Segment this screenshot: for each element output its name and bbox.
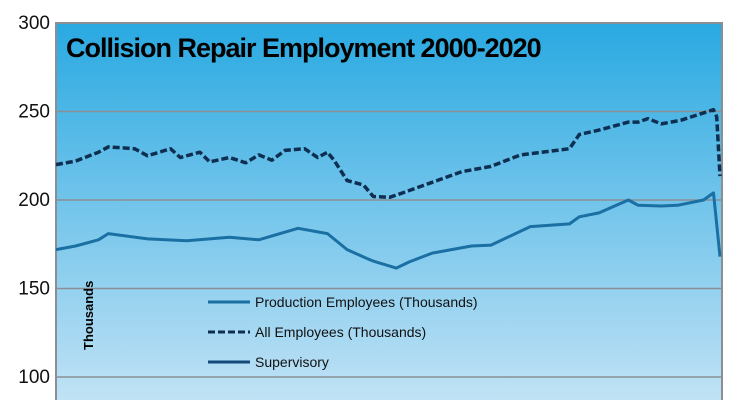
y-axis-label: Thousands [81,281,96,350]
series-line-0 [55,191,722,270]
y-tick-label: 300 [18,13,50,34]
legend-label-1: All Employees (Thousands) [255,324,426,340]
legend-label-0: Production Employees (Thousands) [255,294,478,310]
y-tick-label: 100 [18,367,50,388]
plot-area [55,22,723,400]
legend-label-2: Supervisory [255,354,329,370]
series-line-1 [55,107,722,200]
y-tick-label: 250 [18,102,50,123]
chart-title: Collision Repair Employment 2000-2020 [66,33,541,63]
y-tick-label: 150 [18,279,50,300]
y-tick-label: 200 [18,190,50,211]
legend: Production Employees (Thousands) All Empl… [208,294,478,370]
